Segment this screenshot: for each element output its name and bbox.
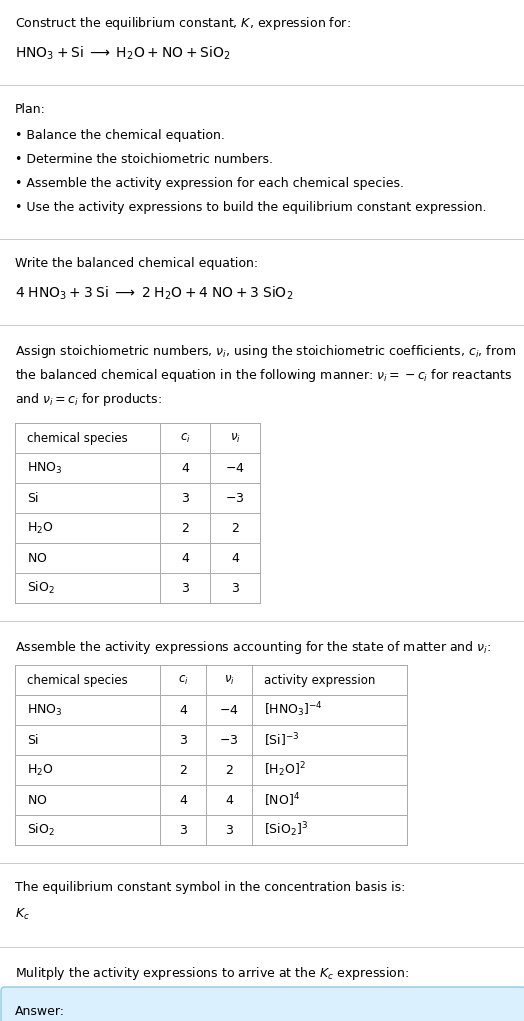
Text: $-3$: $-3$ bbox=[225, 491, 245, 504]
Text: 3: 3 bbox=[231, 582, 239, 594]
Text: $\mathrm{4\; HNO_3 + 3\; Si \;\longrightarrow\; 2\; H_2O + 4\; NO + 3\; SiO_2}$: $\mathrm{4\; HNO_3 + 3\; Si \;\longright… bbox=[15, 285, 293, 302]
Text: 4: 4 bbox=[179, 703, 187, 717]
Text: $[\mathrm{HNO_3}]^{-4}$: $[\mathrm{HNO_3}]^{-4}$ bbox=[264, 700, 323, 720]
Text: Construct the equilibrium constant, $K$, expression for:: Construct the equilibrium constant, $K$,… bbox=[15, 15, 351, 32]
Text: $-4$: $-4$ bbox=[219, 703, 239, 717]
Text: 3: 3 bbox=[179, 824, 187, 836]
Text: $\mathrm{HNO_3 + Si \;\longrightarrow\; H_2O + NO + SiO_2}$: $\mathrm{HNO_3 + Si \;\longrightarrow\; … bbox=[15, 45, 231, 62]
Text: 3: 3 bbox=[181, 491, 189, 504]
Text: $-4$: $-4$ bbox=[225, 461, 245, 475]
Text: Mulitply the activity expressions to arrive at the $K_c$ expression:: Mulitply the activity expressions to arr… bbox=[15, 965, 409, 982]
Text: $\mathrm{HNO_3}$: $\mathrm{HNO_3}$ bbox=[27, 460, 62, 476]
Text: Assemble the activity expressions accounting for the state of matter and $\nu_i$: Assemble the activity expressions accoun… bbox=[15, 639, 492, 657]
Text: Answer:: Answer: bbox=[15, 1005, 65, 1018]
Text: $\mathrm{Si}$: $\mathrm{Si}$ bbox=[27, 491, 39, 505]
Text: $c_i$: $c_i$ bbox=[180, 432, 190, 444]
Text: $\mathrm{HNO_3}$: $\mathrm{HNO_3}$ bbox=[27, 702, 62, 718]
Text: $\mathrm{NO}$: $\mathrm{NO}$ bbox=[27, 551, 48, 565]
Text: 3: 3 bbox=[179, 733, 187, 746]
Text: Write the balanced chemical equation:: Write the balanced chemical equation: bbox=[15, 257, 258, 270]
Text: Plan:: Plan: bbox=[15, 103, 46, 116]
Text: $\mathrm{SiO_2}$: $\mathrm{SiO_2}$ bbox=[27, 580, 55, 596]
Text: 4: 4 bbox=[181, 551, 189, 565]
Text: $-3$: $-3$ bbox=[220, 733, 239, 746]
Text: Assign stoichiometric numbers, $\nu_i$, using the stoichiometric coefficients, $: Assign stoichiometric numbers, $\nu_i$, … bbox=[15, 343, 516, 360]
Text: activity expression: activity expression bbox=[264, 674, 375, 686]
Text: • Use the activity expressions to build the equilibrium constant expression.: • Use the activity expressions to build … bbox=[15, 201, 486, 214]
Text: • Determine the stoichiometric numbers.: • Determine the stoichiometric numbers. bbox=[15, 153, 273, 166]
Text: the balanced chemical equation in the following manner: $\nu_i = -c_i$ for react: the balanced chemical equation in the fo… bbox=[15, 367, 512, 384]
Text: $K_c$: $K_c$ bbox=[15, 907, 30, 922]
Text: • Assemble the activity expression for each chemical species.: • Assemble the activity expression for e… bbox=[15, 177, 404, 190]
Text: $\mathrm{H_2O}$: $\mathrm{H_2O}$ bbox=[27, 763, 53, 778]
Text: The equilibrium constant symbol in the concentration basis is:: The equilibrium constant symbol in the c… bbox=[15, 881, 406, 894]
Text: $\nu_i$: $\nu_i$ bbox=[230, 432, 241, 444]
Text: $[\mathrm{H_2O}]^{2}$: $[\mathrm{H_2O}]^{2}$ bbox=[264, 761, 306, 779]
Text: 2: 2 bbox=[225, 764, 233, 777]
Text: 2: 2 bbox=[179, 764, 187, 777]
Text: • Balance the chemical equation.: • Balance the chemical equation. bbox=[15, 129, 225, 142]
Text: 4: 4 bbox=[179, 793, 187, 807]
Text: 4: 4 bbox=[181, 461, 189, 475]
Text: chemical species: chemical species bbox=[27, 432, 128, 444]
Text: $\mathrm{SiO_2}$: $\mathrm{SiO_2}$ bbox=[27, 822, 55, 838]
Text: and $\nu_i = c_i$ for products:: and $\nu_i = c_i$ for products: bbox=[15, 391, 162, 408]
Text: $[\mathrm{SiO_2}]^{3}$: $[\mathrm{SiO_2}]^{3}$ bbox=[264, 821, 308, 839]
Text: $[\mathrm{NO}]^{4}$: $[\mathrm{NO}]^{4}$ bbox=[264, 791, 300, 809]
Text: 2: 2 bbox=[181, 522, 189, 535]
Text: $[\mathrm{Si}]^{-3}$: $[\mathrm{Si}]^{-3}$ bbox=[264, 731, 300, 748]
Text: $c_i$: $c_i$ bbox=[178, 674, 188, 686]
Text: $\mathrm{Si}$: $\mathrm{Si}$ bbox=[27, 733, 39, 747]
Text: 3: 3 bbox=[225, 824, 233, 836]
Text: 4: 4 bbox=[225, 793, 233, 807]
FancyBboxPatch shape bbox=[1, 987, 524, 1021]
Text: 2: 2 bbox=[231, 522, 239, 535]
Text: $\mathrm{NO}$: $\mathrm{NO}$ bbox=[27, 793, 48, 807]
Text: 4: 4 bbox=[231, 551, 239, 565]
Text: chemical species: chemical species bbox=[27, 674, 128, 686]
Text: $\mathrm{H_2O}$: $\mathrm{H_2O}$ bbox=[27, 521, 53, 536]
Text: $\nu_i$: $\nu_i$ bbox=[224, 674, 234, 686]
Text: 3: 3 bbox=[181, 582, 189, 594]
